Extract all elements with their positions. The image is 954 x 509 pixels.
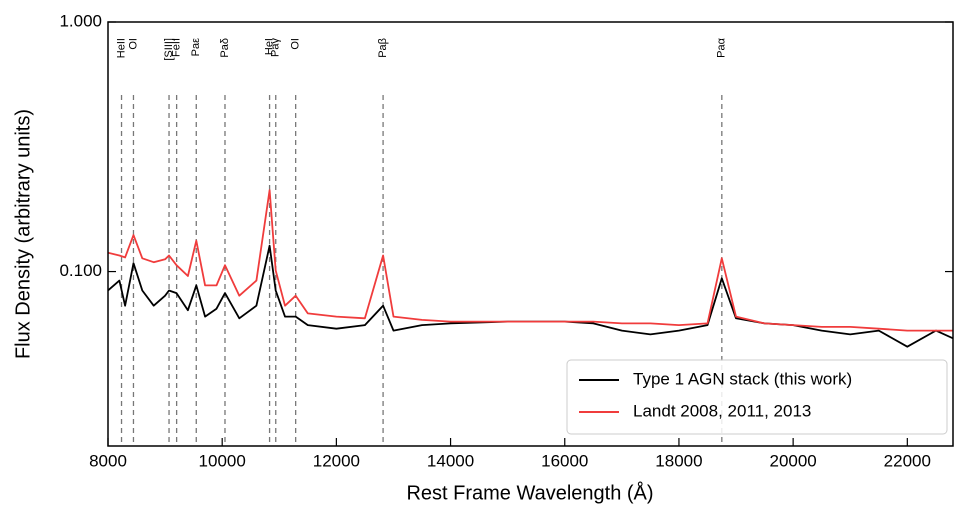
plot-frame — [107, 21, 954, 447]
legend-label: Landt 2008, 2011, 2013 — [633, 401, 811, 420]
legend-box — [566, 359, 948, 435]
x-axis-label: Rest Frame Wavelength (Å) — [406, 481, 653, 504]
emission-line-label: OI — [127, 38, 139, 50]
x-tick-label: 14000 — [427, 451, 474, 470]
series-line — [108, 189, 953, 332]
emission-line-label: Paα — [716, 37, 728, 57]
series-line — [108, 244, 953, 348]
y-tick-label: 1.000 — [59, 11, 102, 30]
x-tick-label: 8000 — [89, 451, 127, 470]
emission-line-label: [SIII] — [163, 38, 175, 61]
legend-label: Type 1 AGN stack (this work) — [633, 369, 852, 388]
y-tick-label: 0.100 — [59, 261, 102, 280]
emission-line-label: Paγ — [270, 38, 282, 57]
emission-line-label: Paδ — [219, 38, 231, 58]
x-tick-label: 10000 — [199, 451, 246, 470]
x-tick-label: 18000 — [655, 451, 702, 470]
x-tick-label: 20000 — [769, 451, 816, 470]
y-axis-label: Flux Density (arbitrary units) — [12, 109, 34, 359]
emission-line-label: HeII — [115, 38, 127, 58]
emission-line-label: Paβ — [377, 38, 389, 58]
x-tick-label: 22000 — [884, 451, 931, 470]
x-tick-label: 16000 — [541, 451, 588, 470]
emission-line-label: FeII — [171, 38, 183, 57]
emission-line-label: Paε — [190, 38, 202, 56]
emission-line-label: HeI — [263, 38, 275, 55]
emission-line-label: OI — [290, 38, 302, 50]
x-tick-label: 12000 — [313, 451, 360, 470]
